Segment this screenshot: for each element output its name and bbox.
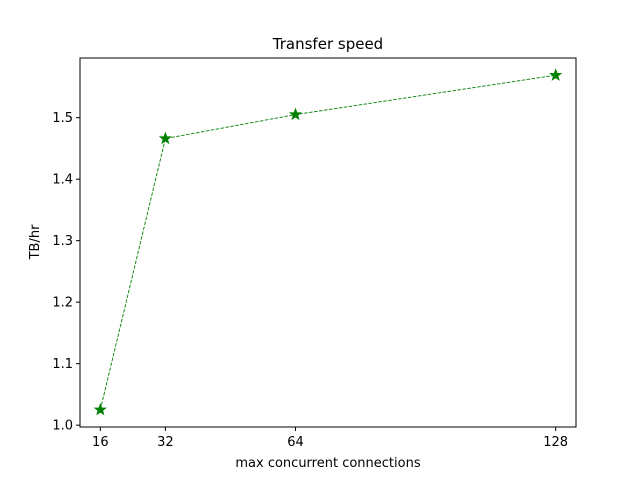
series-layer — [93, 68, 563, 416]
x-tick-label: 64 — [287, 435, 304, 450]
plot-area — [80, 58, 576, 427]
y-tick-label: 1.0 — [52, 419, 73, 434]
data-point-star — [288, 107, 303, 121]
x-axis-label: max concurrent connections — [235, 456, 420, 471]
y-tick-label: 1.3 — [52, 234, 73, 249]
y-tick-label: 1.4 — [52, 173, 73, 188]
plot-frame — [79, 57, 577, 428]
data-point-star — [158, 131, 172, 145]
series-line — [99, 74, 556, 410]
x-axis-ticks: 16 32 64 128 — [92, 427, 568, 450]
x-tick-label: 16 — [92, 435, 109, 450]
x-tick-label: 128 — [543, 435, 568, 450]
x-tick-label: 32 — [157, 435, 174, 450]
y-axis-label: TB/hr — [28, 224, 43, 260]
data-point-star — [93, 402, 107, 416]
data-point-star — [549, 68, 563, 81]
chart-title: Transfer speed — [272, 35, 383, 53]
y-tick-label: 1.1 — [52, 357, 73, 372]
y-axis-ticks: 1.0 1.1 1.2 1.3 1.4 1.5 — [52, 111, 80, 434]
y-tick-label: 1.2 — [52, 296, 73, 311]
y-tick-label: 1.5 — [52, 111, 73, 126]
